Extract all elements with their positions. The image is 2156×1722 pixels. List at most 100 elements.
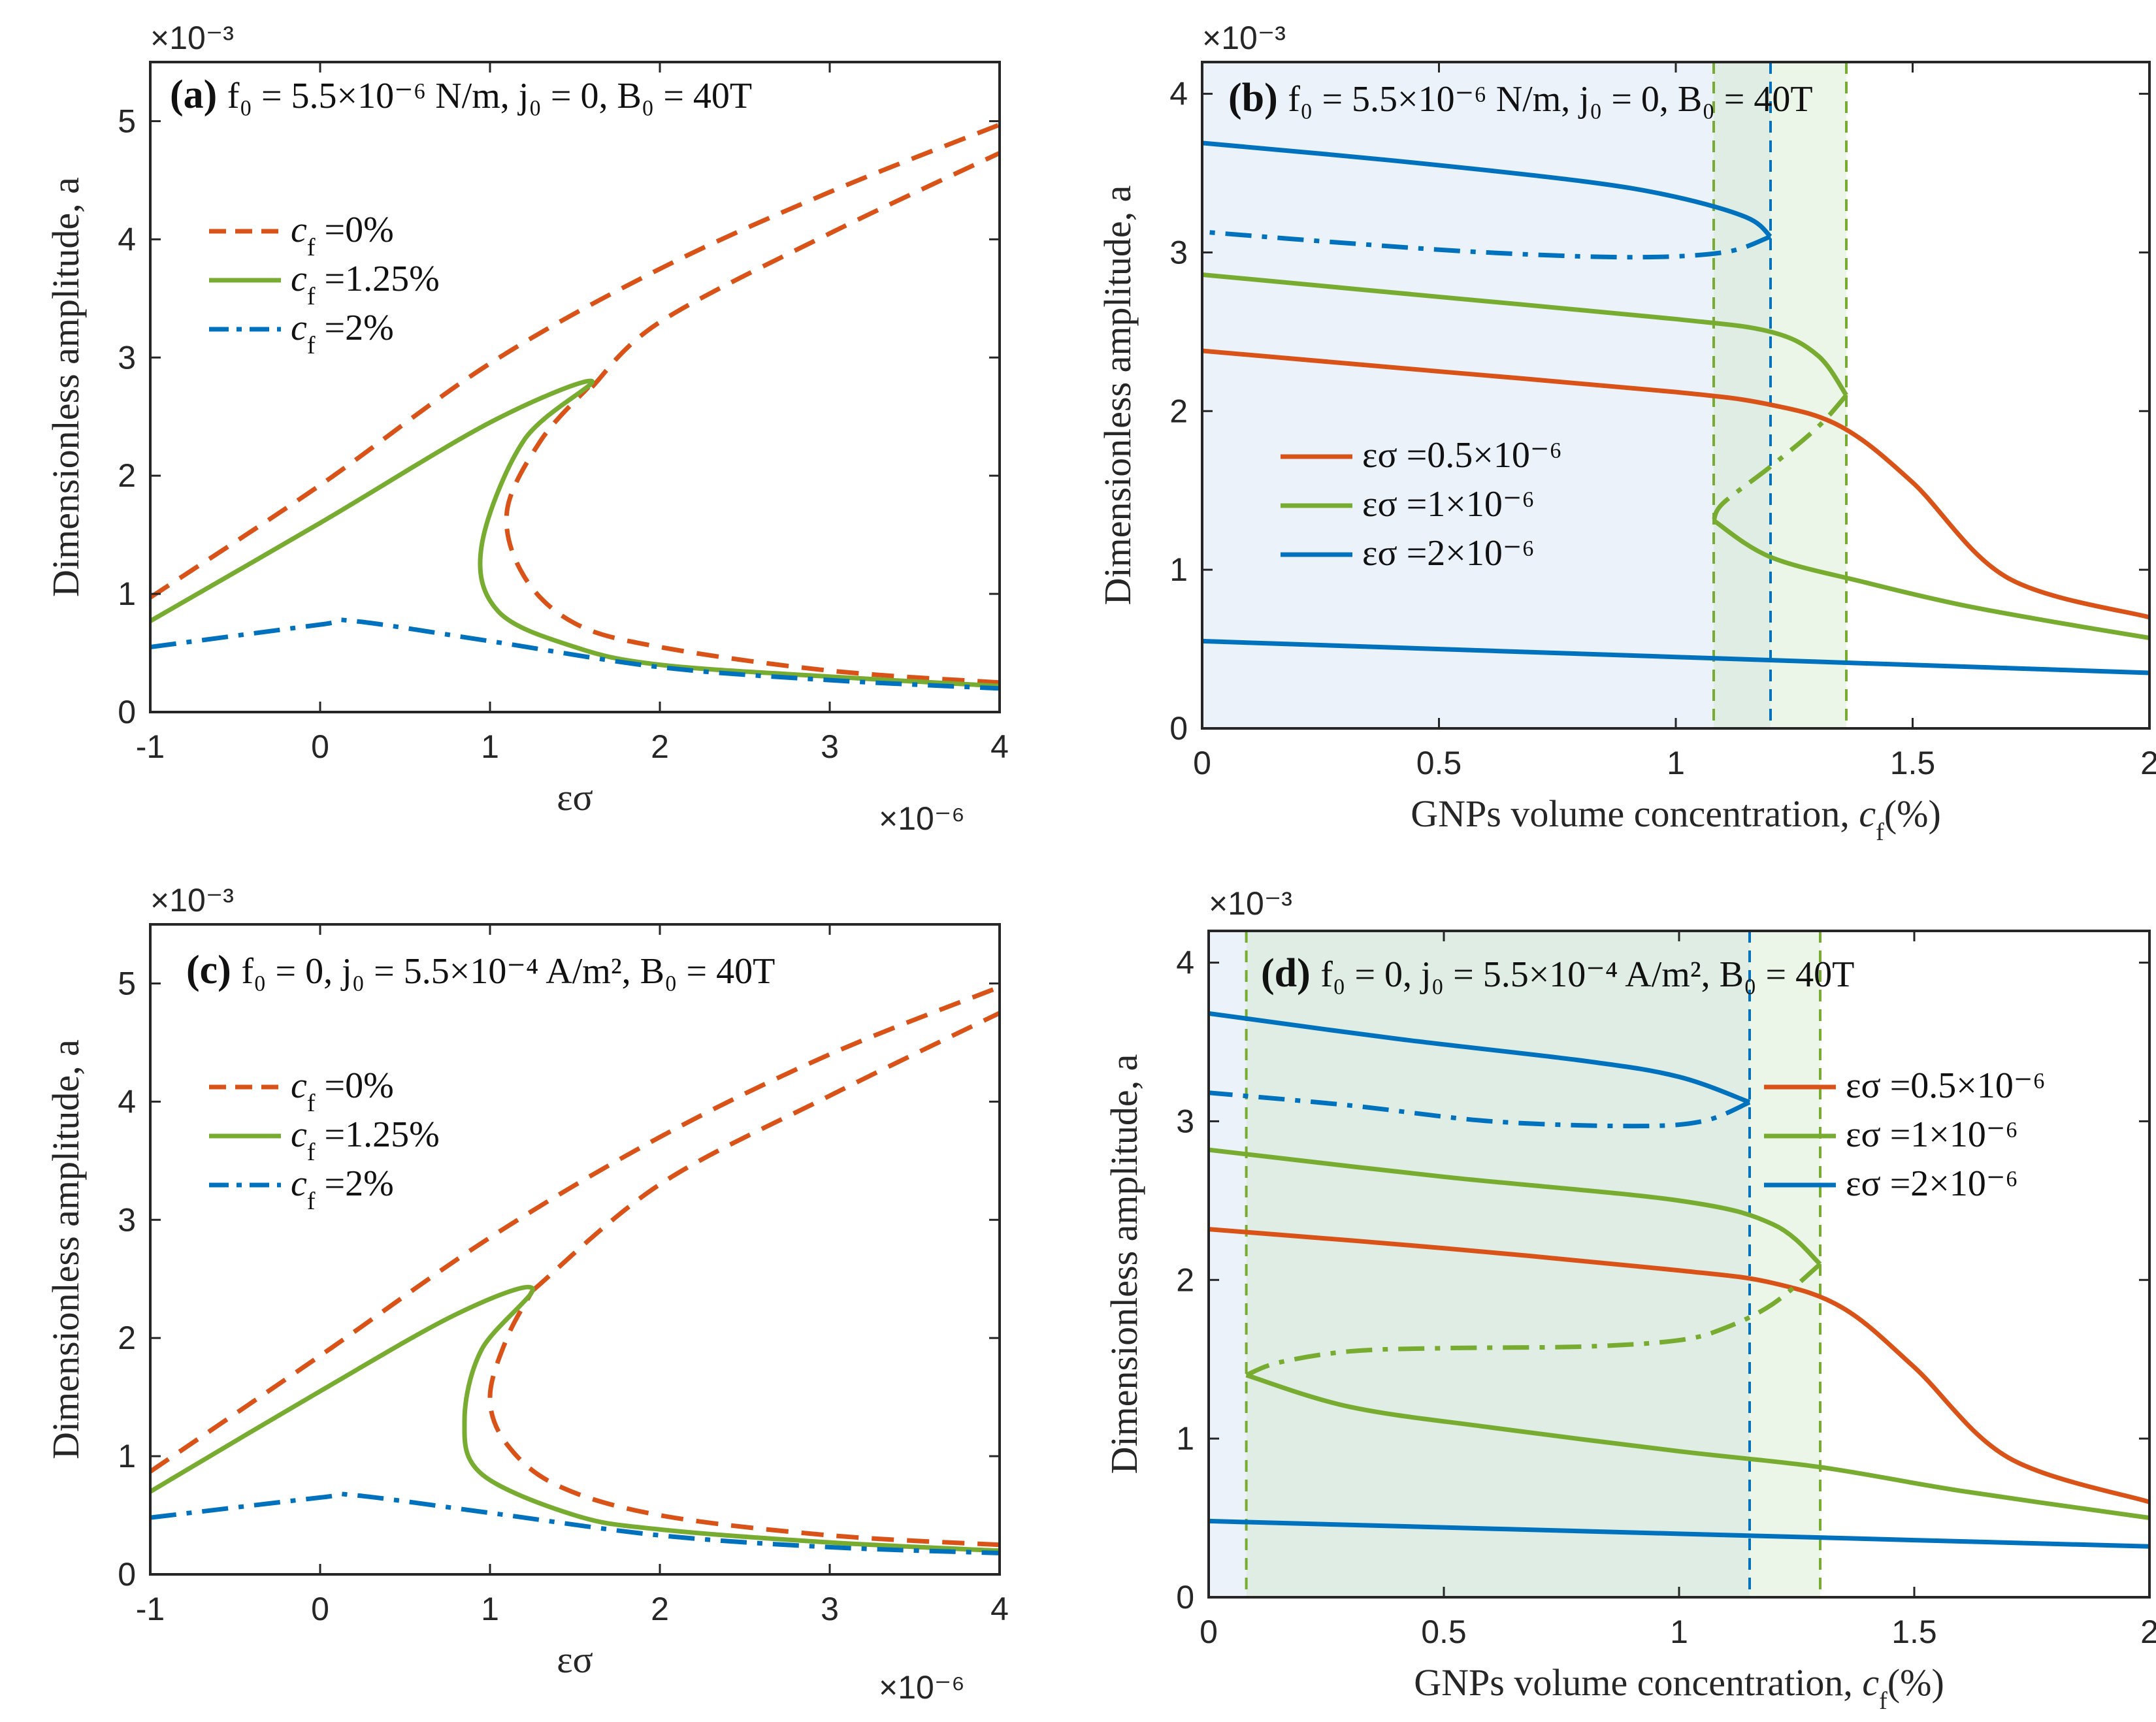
x-exponent: ×10⁻⁶	[879, 1669, 965, 1706]
legend: εσ =0.5×10⁻⁶ εσ =1×10⁻⁶ εσ =2×10⁻⁶	[1281, 435, 1562, 574]
y-tick-label: 5	[118, 965, 136, 1001]
text-part: =0%	[316, 1065, 394, 1106]
c-symbol: c	[291, 1065, 307, 1106]
legend-label-3: εσ =2×10⁻⁶	[1362, 533, 1535, 574]
y-tick-label: 4	[118, 1083, 136, 1120]
series-line-7	[1209, 1518, 2149, 1549]
c-symbol: c	[291, 210, 307, 250]
series-line-4	[150, 378, 1000, 689]
x-tick-label: 2	[651, 728, 669, 765]
y-tick-label: 4	[118, 221, 136, 257]
text-part: (%)	[1887, 1661, 1944, 1704]
legend-label-2: cf =1.25%	[291, 1114, 440, 1166]
y-tick-label: 1	[1169, 551, 1188, 588]
x-tick-label: 1	[1670, 1614, 1688, 1650]
f-subscript: f	[307, 283, 316, 310]
text-part: (%)	[1884, 792, 1941, 835]
text-part: =0%	[316, 210, 394, 250]
text-part: =1.25%	[316, 259, 440, 299]
f-subscript: f	[1876, 819, 1884, 846]
series-line-7	[1202, 638, 2149, 675]
series-group	[1209, 1011, 2149, 1549]
y-tick-label: 3	[1176, 1103, 1194, 1139]
legend-label-1: εσ =0.5×10⁻⁶	[1362, 435, 1562, 476]
series-line-3	[590, 151, 1000, 389]
annotation-text: f₀ = 0, j₀ = 5.5×10⁻⁴ A/m², B₀ = 40T	[241, 951, 775, 992]
x-tick-label: 0	[1193, 745, 1211, 781]
y-tick-label: 0	[118, 694, 136, 730]
series-line-2	[1202, 272, 1848, 397]
y-axis-label: Dimensionless amplitude, a	[1096, 186, 1139, 606]
x-tick-label: 2	[2140, 745, 2156, 781]
text-part: =2%	[316, 308, 394, 348]
text-part: GNPs volume concentration,	[1414, 1661, 1862, 1704]
c-symbol: c	[1862, 1661, 1879, 1704]
text-part: εσ =0.5×10⁻⁶	[1362, 435, 1562, 476]
x-tick-label: 1	[1667, 745, 1685, 781]
c-symbol: c	[291, 1163, 307, 1204]
x-axis-label: GNPs volume concentration, cf(%)	[1414, 1661, 1944, 1715]
y-tick-label: 1	[1176, 1420, 1194, 1457]
c-symbol: c	[291, 259, 307, 299]
x-tick-label: 3	[821, 1591, 839, 1627]
x-axis-label: GNPs volume concentration, cf(%)	[1411, 792, 1941, 846]
y-tick-label: 2	[1176, 1261, 1194, 1298]
series-line-5	[150, 617, 1000, 691]
x-tick-label: 0.5	[1416, 745, 1462, 781]
panel-label: (a)	[170, 73, 227, 117]
y-tick-label: 0	[118, 1556, 136, 1593]
y-axis-label: Dimensionless amplitude, a	[44, 177, 87, 597]
legend-label-1: cf =0%	[291, 210, 394, 261]
legend: cf =0%cf =1.25%cf =2%	[209, 1065, 440, 1215]
text-part: εσ =2×10⁻⁶	[1362, 533, 1535, 574]
panel-label: (d)	[1261, 951, 1320, 996]
text-part: =1.25%	[316, 1114, 440, 1155]
x-tick-label: 1.5	[1890, 745, 1936, 781]
x-tick-label: 0	[311, 728, 329, 765]
series-line-1	[150, 122, 1000, 600]
axes-box	[149, 923, 1001, 1576]
y-exponent: ×10⁻³	[150, 882, 234, 918]
series-line-4	[150, 1284, 1000, 1553]
text-part: εσ =1×10⁻⁶	[1846, 1114, 2018, 1155]
text-part: GNPs volume concentration,	[1411, 792, 1859, 835]
x-tick-label: 4	[990, 728, 1009, 765]
x-tick-label: 0	[311, 1591, 329, 1627]
panel-b: 0 0.5 1 1.5 2 0 1 2 3 4 ×10⁻³ GNPs volume concentra…	[1096, 20, 2156, 846]
panel-annotation: (d) f₀ = 0, j₀ = 5.5×10⁻⁴ A/m², B₀ = 40T	[1261, 951, 1854, 996]
legend-label-3: cf =2%	[291, 308, 394, 359]
legend-label-2: cf =1.25%	[291, 259, 440, 310]
text-part: εσ =0.5×10⁻⁶	[1846, 1065, 2046, 1106]
y-tick-label: 4	[1169, 76, 1188, 112]
legend: cf =0%cf =1.25%cf =2%	[209, 210, 440, 359]
shaded-region-2	[1714, 62, 1846, 728]
annotation-text: f₀ = 0, j₀ = 5.5×10⁻⁴ A/m², B₀ = 40T	[1320, 954, 1854, 995]
x-exponent: ×10⁻⁶	[879, 800, 965, 837]
panel-annotation: (b) f₀ = 5.5×10⁻⁶ N/m, j₀ = 0, B₀ = 40T	[1228, 76, 1813, 120]
panel-d: 0 0.5 1 1.5 2 0 1 2 3 4 ×10⁻³ GNPs volume concentra…	[1103, 885, 2156, 1715]
series-line-5	[1202, 140, 1772, 238]
legend-label-3: cf =2%	[291, 1163, 394, 1215]
y-exponent: ×10⁻³	[1202, 20, 1286, 56]
series-line-3	[531, 1011, 1000, 1293]
f-subscript: f	[307, 1139, 316, 1166]
f-subscript: f	[1879, 1687, 1887, 1715]
y-tick-label: 0	[1169, 710, 1188, 747]
y-tick-label: 3	[118, 1201, 136, 1238]
series-line-2	[487, 1290, 1000, 1548]
text-part: εσ =1×10⁻⁶	[1362, 484, 1535, 525]
panel-label: (c)	[186, 948, 241, 992]
text-part: εσ =2×10⁻⁶	[1846, 1163, 2018, 1204]
series-line-1	[150, 984, 1000, 1474]
legend: εσ =0.5×10⁻⁶ εσ =1×10⁻⁶ εσ =2×10⁻⁶	[1764, 1065, 2046, 1204]
c-symbol: c	[1859, 792, 1876, 835]
series-line-1	[1202, 348, 2149, 620]
y-tick-label: 2	[118, 1320, 136, 1356]
panel-annotation: (a) f₀ = 5.5×10⁻⁶ N/m, j₀ = 0, B₀ = 40T	[170, 73, 752, 117]
text-part: =2%	[316, 1163, 394, 1204]
x-tick-label: -1	[136, 1591, 165, 1627]
series-line-4	[1245, 1373, 2149, 1521]
x-tick-label: 3	[821, 728, 839, 765]
